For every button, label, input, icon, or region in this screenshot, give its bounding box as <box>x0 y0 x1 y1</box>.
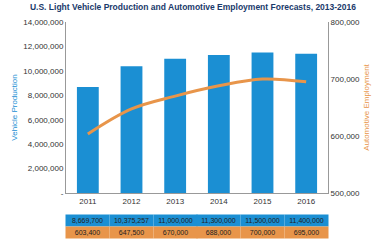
svg-text:688,000: 688,000 <box>206 229 231 236</box>
svg-text:11,300,000: 11,300,000 <box>201 217 236 224</box>
svg-text:500,000: 500,000 <box>331 189 360 198</box>
svg-text:Vehicle Production: Vehicle Production <box>10 74 19 140</box>
svg-text:2014: 2014 <box>210 197 228 206</box>
svg-text:6,000,000: 6,000,000 <box>28 116 64 125</box>
svg-text:8,000,000: 8,000,000 <box>28 91 64 100</box>
svg-text:U.S. Light Vehicle Production: U.S. Light Vehicle Production and Automo… <box>30 2 356 12</box>
svg-text:800,000: 800,000 <box>331 18 360 27</box>
svg-text:2011: 2011 <box>79 197 97 206</box>
svg-text:2013: 2013 <box>166 197 184 206</box>
svg-text:2,000,000: 2,000,000 <box>28 164 64 173</box>
svg-text:4,000,000: 4,000,000 <box>28 140 64 149</box>
svg-text:8,669,700: 8,669,700 <box>72 217 103 224</box>
svg-text:Automotive Employment: Automotive Employment <box>362 63 371 150</box>
svg-text:10,375,257: 10,375,257 <box>114 217 149 224</box>
svg-text:2012: 2012 <box>123 197 141 206</box>
svg-text:12,000,000: 12,000,000 <box>23 42 64 51</box>
svg-text:2015: 2015 <box>254 197 272 206</box>
svg-text:10,000,000: 10,000,000 <box>23 67 64 76</box>
svg-text:11,000,000: 11,000,000 <box>158 217 193 224</box>
svg-text:600,000: 600,000 <box>331 132 360 141</box>
svg-text:695,000: 695,000 <box>294 229 319 236</box>
svg-text:700,000: 700,000 <box>250 229 275 236</box>
svg-text:14,000,000: 14,000,000 <box>23 18 64 27</box>
svg-text:2016: 2016 <box>297 197 315 206</box>
svg-text:603,400: 603,400 <box>75 229 100 236</box>
svg-text:647,500: 647,500 <box>119 229 144 236</box>
svg-text:670,000: 670,000 <box>163 229 188 236</box>
svg-text:-: - <box>61 189 64 198</box>
svg-text:11,500,000: 11,500,000 <box>245 217 280 224</box>
svg-text:11,400,000: 11,400,000 <box>289 217 324 224</box>
svg-text:700,000: 700,000 <box>331 75 360 84</box>
